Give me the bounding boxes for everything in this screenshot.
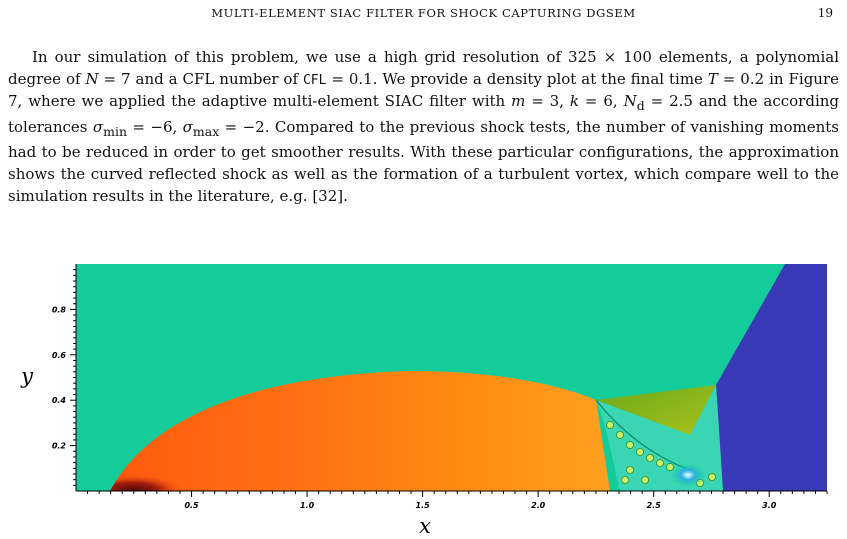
- running-title: MULTI-ELEMENT SIAC FILTER FOR SHOCK CAPT…: [211, 6, 636, 20]
- body-paragraph: In our simulation of this problem, we us…: [8, 47, 839, 207]
- paragraph-segment: = 0.2 in Figure 7, where we applied the …: [8, 69, 840, 111]
- vortex-blob: [646, 454, 654, 462]
- paragraph-segment: = −2. Compared to the previous shock tes…: [8, 117, 839, 205]
- figure-density-plot: 0.5 1.0 1.5 2.0 2.5 3.0 0.2 0.4 0.6 0.8 x y: [0, 255, 847, 539]
- x-tick-label: 0.5: [184, 501, 199, 510]
- y-tick-labels: 0.2 0.4 0.6 0.8: [52, 305, 67, 450]
- paragraph-segment: = 7 and a CFL number of: [98, 69, 303, 88]
- paragraph-segment: = 0.1. We provide a density plot at the …: [326, 69, 708, 88]
- vortex-blob: [621, 476, 629, 484]
- paragraph-segment: m: [511, 92, 526, 111]
- vortex-blob: [606, 421, 614, 429]
- x-tick-label: 1.0: [300, 501, 315, 510]
- y-tick-label: 0.2: [52, 442, 67, 451]
- running-header: MULTI-ELEMENT SIAC FILTER FOR SHOCK CAPT…: [0, 6, 847, 22]
- paragraph-segment: d: [636, 98, 645, 114]
- paragraph-segment: σ: [92, 117, 104, 136]
- vortex-blob: [626, 441, 634, 449]
- paragraph-segment: = 2.5 and the according tolerances: [8, 92, 839, 136]
- vortex-blob: [641, 476, 649, 484]
- shocked-region: [716, 264, 827, 491]
- vortex-blob: [666, 463, 674, 471]
- paragraph-segment: σ: [182, 117, 193, 136]
- paragraph-segment: k: [569, 92, 579, 111]
- paragraph-segment: CFL: [302, 72, 327, 88]
- y-axis-label: y: [20, 364, 34, 388]
- paragraph-segment: = 6,: [579, 92, 624, 111]
- x-tick-label: 1.5: [416, 501, 431, 510]
- paragraph-segment: T: [707, 69, 718, 88]
- paragraph-segment: = −6,: [127, 117, 183, 136]
- y-tick-label: 0.6: [52, 351, 67, 360]
- paragraph-segment: = 3,: [525, 92, 570, 111]
- paragraph-segment: In our simulation of this problem, we us…: [8, 48, 839, 88]
- dense-core: [110, 443, 260, 491]
- y-ticks: [70, 269, 76, 486]
- x-tick-label: 3.0: [762, 501, 777, 510]
- mach-stem-triangle: [596, 385, 716, 435]
- vortex-blob: [616, 431, 624, 439]
- y-tick-label: 0.8: [52, 305, 67, 314]
- paragraph-segment: N: [85, 69, 99, 88]
- vortex-blob: [656, 459, 664, 467]
- x-tick-labels: 0.5 1.0 1.5 2.0 2.5 3.0: [184, 501, 776, 510]
- x-tick-label: 2.5: [647, 501, 662, 510]
- main-vortex: [670, 463, 706, 487]
- paragraph-segment: N: [623, 92, 637, 111]
- page-number: 19: [817, 6, 833, 20]
- vortex-blob: [708, 473, 716, 481]
- slip-line: [595, 399, 691, 471]
- y-tick-label: 0.4: [52, 396, 67, 405]
- density-plot-svg: 0.5 1.0 1.5 2.0 2.5 3.0 0.2 0.4 0.6 0.8 x y: [20, 264, 828, 538]
- paragraph-segment: max: [192, 123, 220, 139]
- x-axis-label: x: [419, 514, 431, 538]
- paragraph-segment: min: [103, 123, 128, 139]
- x-tick-label: 2.0: [531, 501, 546, 510]
- x-ticks: [87, 491, 828, 497]
- vortex-blob: [626, 466, 634, 474]
- vortex-blob: [636, 448, 644, 456]
